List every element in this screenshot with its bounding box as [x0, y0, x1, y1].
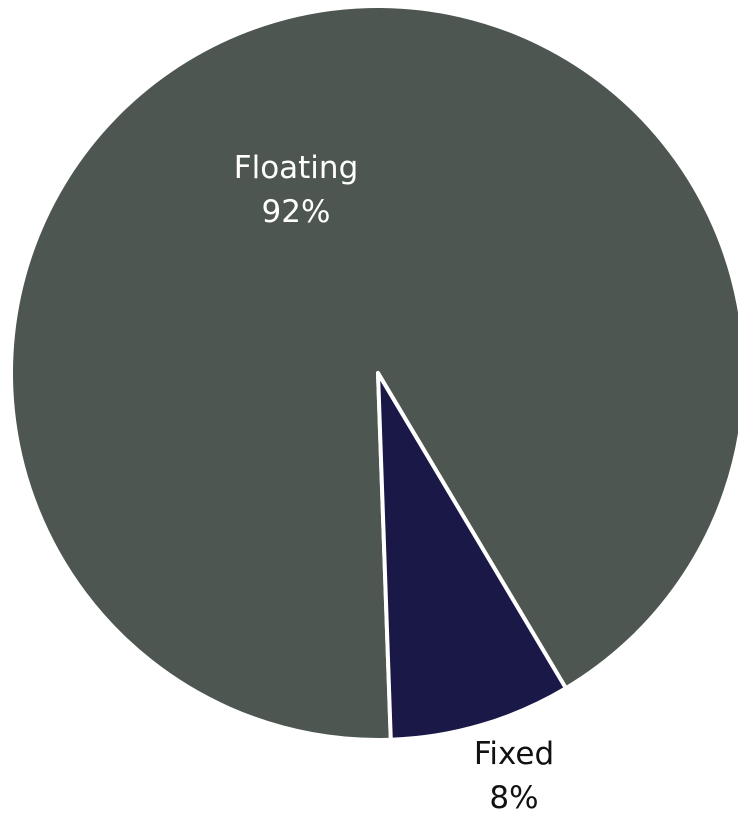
slice-label-floating: Floating	[234, 150, 359, 186]
pie-labels: Floating 92% Fixed 8%	[234, 150, 554, 816]
pie-slices	[9, 4, 738, 742]
pie-slice-fixed	[376, 371, 568, 742]
slice-value-label-floating: 92%	[262, 194, 331, 230]
slice-label-fixed: Fixed	[474, 736, 554, 772]
pie-slice-floating	[9, 4, 738, 742]
slice-value-label-fixed: 8%	[489, 780, 538, 813]
